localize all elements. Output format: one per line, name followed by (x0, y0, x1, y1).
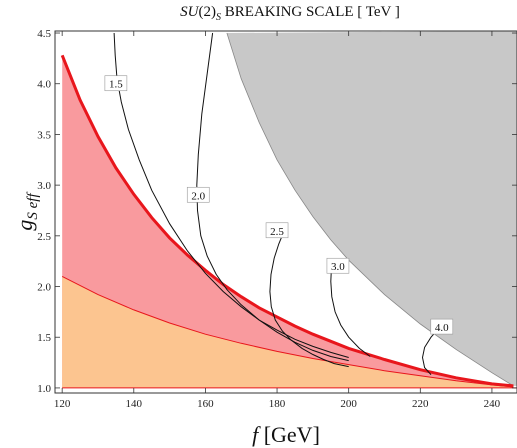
contour-label-box-1.5 (104, 75, 128, 92)
contour-line-3.0 (330, 266, 371, 357)
y-tick-label: 3.0 (37, 180, 51, 192)
contour-lines (113, 32, 441, 376)
orange-shaded-region (62, 276, 514, 388)
contour-line-4.0 (421, 326, 441, 376)
lower-boundary-line (61, 275, 517, 389)
y-tick-label: 4.0 (37, 79, 51, 91)
gray-region-boundary-line (226, 32, 514, 387)
x-tick-label: 180 (269, 398, 286, 410)
contour-label-1.5: 1.5 (109, 79, 123, 91)
y-axis-ticks: 1.0 1.5 2.0 2.5 3.0 3.5 4.0 4.5 (37, 28, 517, 395)
y-tick-label: 2.0 (37, 282, 51, 294)
x-tick-label: 220 (412, 398, 429, 410)
contour-line-2.0 (196, 32, 349, 362)
x-tick-label: 140 (126, 398, 143, 410)
y-tick-label: 2.5 (37, 231, 51, 243)
x-axis-ticks: 120 140 160 180 200 220 240 (54, 31, 501, 410)
red-shaded-region (62, 55, 514, 388)
x-axis-label: f [GeV] (252, 422, 320, 447)
x-tick-label: 240 (484, 398, 501, 410)
plot-frame (54, 30, 517, 394)
contour-label-box-4.0 (430, 318, 454, 335)
y-tick-label: 1.0 (37, 383, 51, 395)
contour-labels: 1.5 2.0 2.5 3.0 4.0 (104, 75, 454, 335)
x-tick-label: 160 (197, 398, 214, 410)
y-tick-label: 1.5 (37, 332, 51, 344)
y-axis-label: gS eff (12, 192, 41, 231)
contour-line-1.5 (113, 32, 349, 358)
chart-title: SU(2)S BREAKING SCALE [ TeV ] (180, 4, 400, 23)
contour-label-2.0: 2.0 (191, 190, 205, 202)
contour-line-2.5 (269, 230, 349, 368)
contour-label-box-2.0 (186, 186, 210, 203)
upper-boundary-line (60, 54, 514, 388)
plot-regions (60, 31, 517, 389)
x-tick-label: 120 (54, 398, 71, 410)
y-tick-label: 4.5 (37, 28, 51, 40)
contour-label-2.5: 2.5 (270, 226, 284, 238)
contour-label-4.0: 4.0 (435, 322, 449, 334)
excluded-gray-region (226, 31, 517, 386)
x-tick-label: 200 (340, 398, 357, 410)
contour-label-box-2.5 (265, 222, 289, 239)
contour-label-box-3.0 (326, 257, 350, 274)
contour-label-3.0: 3.0 (331, 261, 345, 273)
y-tick-label: 3.5 (37, 129, 51, 141)
